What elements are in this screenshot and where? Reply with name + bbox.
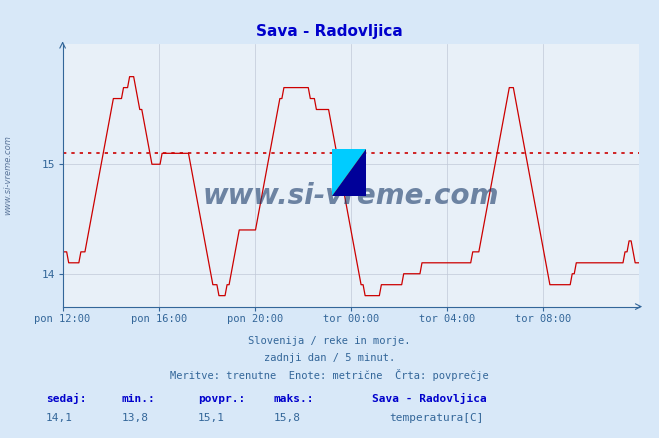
Text: min.:: min.: <box>122 394 156 404</box>
Text: 13,8: 13,8 <box>122 413 149 424</box>
Text: temperatura[C]: temperatura[C] <box>389 413 483 423</box>
Text: www.si-vreme.com: www.si-vreme.com <box>3 135 13 215</box>
Text: 14,1: 14,1 <box>46 413 73 424</box>
Text: Sava - Radovljica: Sava - Radovljica <box>256 24 403 39</box>
Text: Meritve: trenutne  Enote: metrične  Črta: povprečje: Meritve: trenutne Enote: metrične Črta: … <box>170 369 489 381</box>
Text: zadnji dan / 5 minut.: zadnji dan / 5 minut. <box>264 353 395 364</box>
Polygon shape <box>333 149 366 196</box>
Text: sedaj:: sedaj: <box>46 392 86 404</box>
Polygon shape <box>333 149 366 196</box>
Text: Slovenija / reke in morje.: Slovenija / reke in morje. <box>248 336 411 346</box>
Text: maks.:: maks.: <box>273 394 314 404</box>
Text: Sava - Radovljica: Sava - Radovljica <box>372 392 487 404</box>
Text: povpr.:: povpr.: <box>198 394 245 404</box>
Text: 15,1: 15,1 <box>198 413 225 424</box>
Text: www.si-vreme.com: www.si-vreme.com <box>203 182 499 210</box>
Text: 15,8: 15,8 <box>273 413 301 424</box>
Polygon shape <box>333 149 366 196</box>
